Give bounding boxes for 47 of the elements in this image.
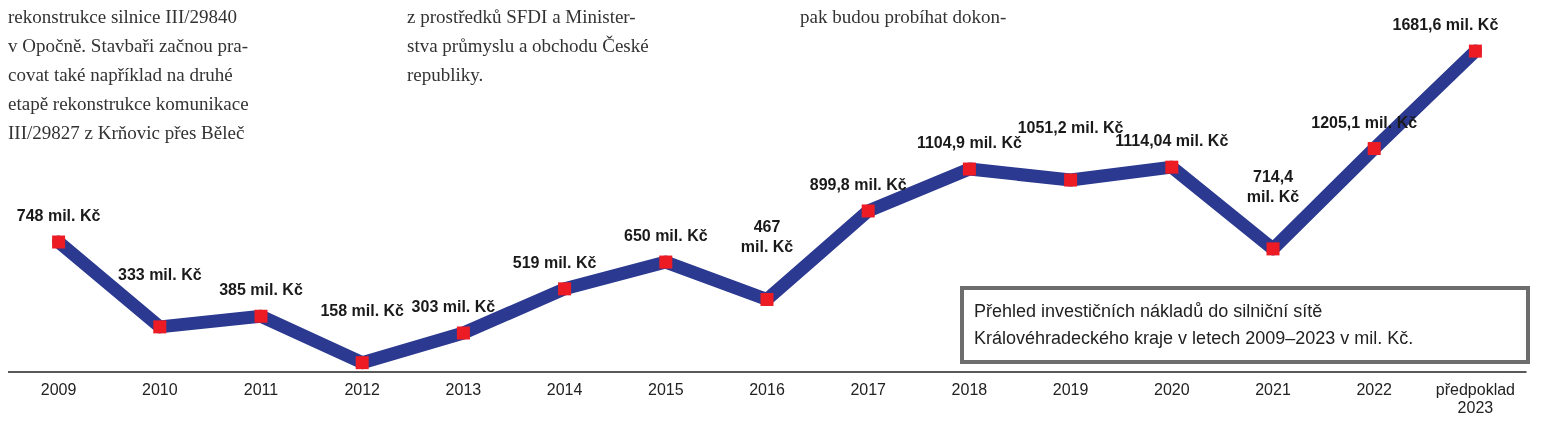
x-tick-label: 2011	[243, 380, 279, 398]
point	[1266, 242, 1280, 256]
annotation: z prostředků SFDI a Minister- stva průmyslu a obchodu České republiky.	[407, 6, 649, 85]
data-label: 303 mil. Kč	[411, 298, 496, 315]
data-label: 333 mil. Kč	[118, 265, 202, 283]
point	[254, 309, 268, 323]
x-tick-label: 2014	[546, 380, 583, 398]
x-tick-label: 2021	[1255, 380, 1291, 398]
point	[456, 326, 470, 340]
data-label: 519 mil. Kč	[512, 253, 597, 271]
point	[153, 320, 167, 334]
point	[558, 282, 572, 296]
x-tick-label: 2012	[344, 380, 381, 398]
data-label: 1104,9 mil. Kč	[916, 134, 1022, 152]
x-tick-label: 2019	[1052, 380, 1089, 398]
x-tick-label: 2015	[648, 380, 684, 398]
point	[659, 255, 673, 269]
x-tick-label: 2010	[142, 380, 178, 398]
data-label: 1681,6 mil. Kč	[1392, 16, 1499, 34]
data-label: 385 mil. Kč	[219, 281, 303, 299]
point	[861, 204, 875, 218]
point	[355, 356, 369, 370]
data-label: 158 mil. Kč	[320, 301, 405, 319]
x-tick-label: 2020	[1154, 380, 1190, 398]
data-label: 899,8 mil. Kč	[809, 175, 907, 193]
x-tick-label: 2013	[445, 380, 482, 398]
data-label: 748 mil. Kč	[16, 207, 101, 225]
data-label: 1114,04 mil. Kč	[1115, 132, 1229, 150]
text: pak budou probíhat dokon-	[800, 6, 1007, 27]
x-tick-label: 2022	[1356, 380, 1393, 398]
x-tick-label: 2009	[40, 380, 77, 398]
x-tick-label: předpoklad 2023	[1435, 380, 1515, 416]
point	[1165, 160, 1179, 174]
annotation: rekonstrukce silnice III/29840 v Opočně. Stavbaři začnou pra- covat také například na druhé etapě rekonstrukce komunikace III/29827 z Krňovic přes Běleč	[8, 6, 249, 143]
x-tick-label: 2018	[951, 380, 988, 398]
point	[1468, 44, 1482, 58]
point	[1367, 142, 1381, 156]
x-tick-label: 2016	[749, 380, 785, 398]
point	[760, 292, 774, 306]
data-label: 650 mil. Kč	[624, 227, 708, 245]
caption-frame: Přehled investičních nákladů do silniční sítě Královéhradeckého kraje v letech 2009–2023 v mil. Kč.	[960, 286, 1530, 364]
point	[962, 162, 976, 176]
data-label: 714,4 mil. Kč	[1246, 167, 1300, 205]
point	[1064, 173, 1078, 187]
point	[52, 235, 66, 249]
x-tick-label: 2017	[850, 380, 887, 398]
data-label: 467 mil. Kč	[740, 218, 794, 256]
